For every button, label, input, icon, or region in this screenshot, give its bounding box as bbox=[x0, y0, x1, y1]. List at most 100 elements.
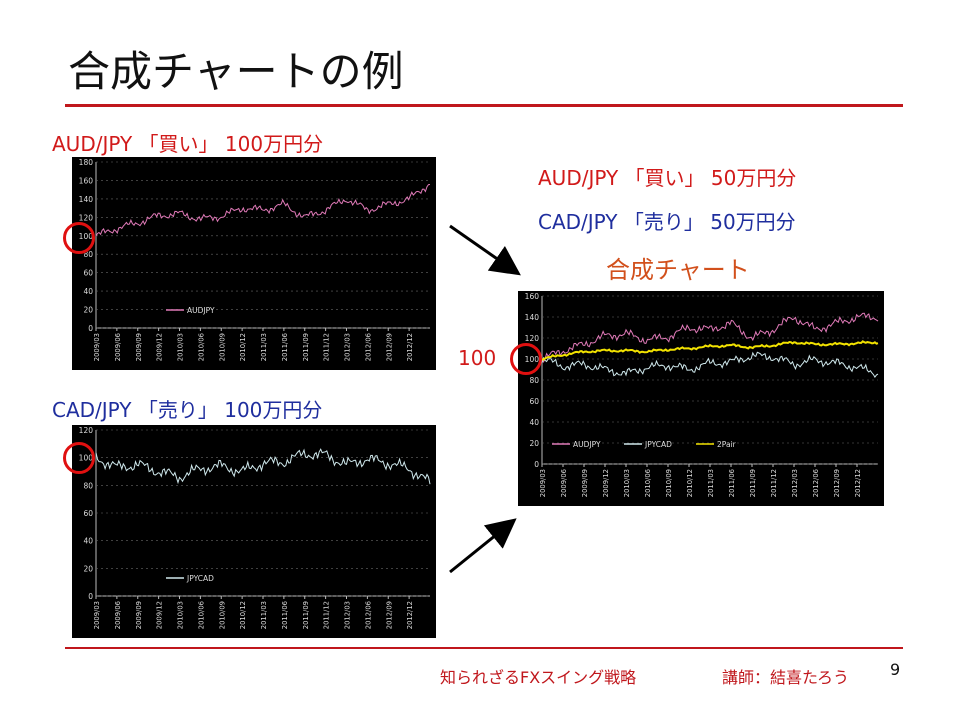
legend-label: 2Pair bbox=[717, 440, 737, 449]
y-tick-label: 40 bbox=[529, 418, 539, 427]
x-tick-label: 2010/06 bbox=[644, 469, 652, 497]
x-tick-label: 2011/03 bbox=[707, 469, 715, 497]
x-tick-label: 2011/09 bbox=[749, 469, 757, 497]
y-tick-label: 80 bbox=[83, 481, 93, 490]
x-tick-label: 2010/12 bbox=[686, 469, 694, 497]
legend-label: JPYCAD bbox=[644, 440, 672, 449]
y-tick-label: 0 bbox=[88, 324, 93, 333]
baseline-circle-combined bbox=[510, 343, 542, 375]
x-tick-label: 2012/03 bbox=[344, 333, 352, 361]
x-tick-label: 2011/06 bbox=[281, 333, 289, 361]
arrow-down-right bbox=[449, 224, 521, 276]
y-tick-label: 0 bbox=[534, 460, 539, 469]
x-tick-label: 2011/06 bbox=[281, 601, 289, 629]
x-tick-label: 2012/09 bbox=[385, 601, 393, 629]
x-tick-label: 2010/06 bbox=[197, 333, 205, 361]
x-tick-label: 2012/09 bbox=[385, 333, 393, 361]
x-tick-label: 2009/06 bbox=[114, 601, 122, 629]
y-tick-label: 80 bbox=[83, 250, 93, 259]
x-tick-label: 2009/12 bbox=[156, 333, 164, 361]
x-tick-label: 2011/03 bbox=[260, 601, 268, 629]
x-tick-label: 2009/09 bbox=[135, 333, 143, 361]
x-tick-label: 2010/12 bbox=[239, 601, 247, 629]
series-line-2pair bbox=[541, 340, 879, 361]
title-underline bbox=[65, 104, 903, 107]
arrow-up-right bbox=[449, 518, 517, 574]
x-tick-label: 2011/12 bbox=[770, 469, 778, 497]
legend-label: AUDJPY bbox=[187, 306, 215, 315]
x-tick-label: 2010/12 bbox=[239, 333, 247, 361]
y-tick-label: 20 bbox=[83, 564, 93, 573]
x-tick-label: 2009/12 bbox=[602, 469, 610, 497]
y-tick-label: 40 bbox=[83, 537, 93, 546]
x-tick-label: 2012/12 bbox=[406, 601, 414, 629]
x-tick-label: 2009/12 bbox=[156, 601, 164, 629]
x-tick-label: 2011/03 bbox=[260, 333, 268, 361]
x-tick-label: 2012/03 bbox=[791, 469, 799, 497]
legend-label: JPYCAD bbox=[186, 574, 214, 583]
baseline-label: 100 bbox=[458, 346, 497, 370]
x-tick-label: 2011/09 bbox=[302, 333, 310, 361]
x-tick-label: 2011/06 bbox=[728, 469, 736, 497]
x-tick-label: 2009/03 bbox=[93, 333, 101, 361]
y-tick-label: 60 bbox=[83, 509, 93, 518]
y-tick-label: 20 bbox=[529, 439, 539, 448]
x-tick-label: 2010/03 bbox=[177, 601, 185, 629]
y-tick-label: 160 bbox=[525, 292, 540, 301]
slide-title: 合成チャートの例 bbox=[68, 47, 404, 96]
caption-aud-buy: AUD/JPY 「買い」 100万円分 bbox=[52, 132, 324, 156]
x-tick-label: 2010/03 bbox=[177, 333, 185, 361]
series-line-jpycad bbox=[541, 351, 879, 379]
y-tick-label: 0 bbox=[88, 592, 93, 601]
series-line-audjpy bbox=[541, 312, 879, 364]
footer-instructor: 講師：結喜たろう bbox=[722, 668, 850, 687]
y-tick-label: 180 bbox=[79, 158, 94, 167]
caption-combo-cad: CAD/JPY 「売り」 50万円分 bbox=[538, 210, 796, 234]
x-tick-label: 2010/03 bbox=[623, 469, 631, 497]
caption-combo-aud: AUD/JPY 「買い」 50万円分 bbox=[538, 166, 797, 190]
y-tick-label: 120 bbox=[79, 426, 94, 435]
x-tick-label: 2011/12 bbox=[323, 333, 331, 361]
x-tick-label: 2011/12 bbox=[323, 601, 331, 629]
x-tick-label: 2011/09 bbox=[302, 601, 310, 629]
combined-chart: 0 20 40 60 80 100 120 140 160 2009/03 2009/06 2009/… bbox=[518, 291, 884, 506]
series-line-audjpy bbox=[95, 184, 431, 237]
caption-cad-sell: CAD/JPY 「売り」 100万円分 bbox=[52, 398, 323, 422]
y-tick-label: 20 bbox=[83, 306, 93, 315]
x-tick-label: 2010/06 bbox=[197, 601, 205, 629]
y-tick-label: 160 bbox=[79, 176, 94, 185]
x-tick-label: 2010/09 bbox=[665, 469, 673, 497]
x-tick-label: 2012/06 bbox=[364, 601, 372, 629]
audjpy-chart: 0 20 40 60 80 100 120 140 160 180 2009/03 2009/06 20… bbox=[72, 157, 436, 370]
baseline-circle-cad bbox=[63, 442, 95, 474]
y-tick-label: 120 bbox=[525, 334, 540, 343]
x-tick-label: 2010/09 bbox=[218, 333, 226, 361]
x-tick-label: 2012/06 bbox=[364, 333, 372, 361]
y-tick-label: 120 bbox=[79, 213, 94, 222]
combined-chart-title: 合成チャート bbox=[606, 256, 750, 284]
series-line-jpycad bbox=[95, 448, 431, 485]
x-tick-label: 2012/03 bbox=[344, 601, 352, 629]
x-tick-label: 2012/12 bbox=[406, 333, 414, 361]
y-tick-label: 60 bbox=[83, 269, 93, 278]
baseline-circle-aud bbox=[63, 222, 95, 254]
x-tick-label: 2009/03 bbox=[539, 469, 547, 497]
y-tick-label: 80 bbox=[529, 376, 539, 385]
x-tick-label: 2009/06 bbox=[560, 469, 568, 497]
x-tick-label: 2010/09 bbox=[218, 601, 226, 629]
y-tick-label: 140 bbox=[79, 195, 94, 204]
y-tick-label: 40 bbox=[83, 287, 93, 296]
x-tick-label: 2009/09 bbox=[581, 469, 589, 497]
x-tick-label: 2009/06 bbox=[114, 333, 122, 361]
x-tick-label: 2009/09 bbox=[135, 601, 143, 629]
x-tick-label: 2009/03 bbox=[93, 601, 101, 629]
footer-course-title: 知られざるFXスイング戦略 bbox=[440, 668, 637, 687]
x-tick-label: 2012/06 bbox=[812, 469, 820, 497]
x-tick-label: 2012/09 bbox=[833, 469, 841, 497]
page-number: 9 bbox=[890, 660, 901, 679]
y-tick-label: 60 bbox=[529, 397, 539, 406]
x-tick-label: 2012/12 bbox=[854, 469, 862, 497]
